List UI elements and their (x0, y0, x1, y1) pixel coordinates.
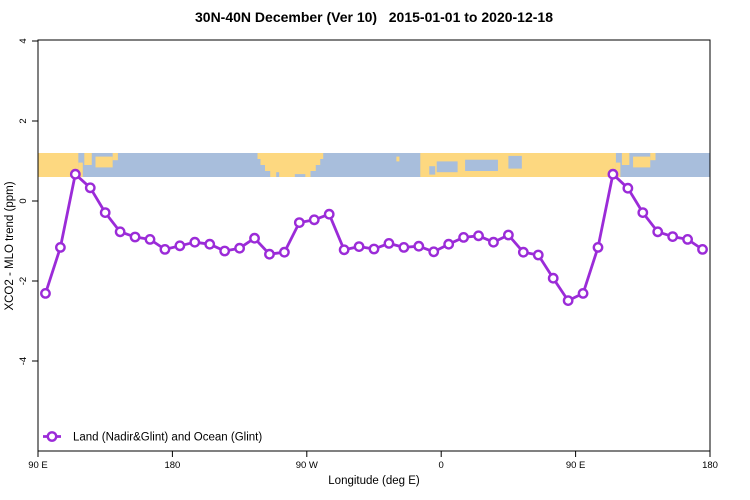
data-point-marker (40, 287, 51, 299)
x-tick-label: 90 W (296, 460, 318, 471)
data-point-marker (174, 240, 186, 252)
band-land-patch (257, 153, 324, 159)
data-point-marker (368, 243, 380, 255)
data-point-marker (204, 238, 216, 250)
band-land-patch (78, 162, 83, 177)
band-land-patch (621, 153, 630, 165)
data-point-marker (69, 168, 81, 180)
data-point-marker (532, 249, 544, 261)
data-point-marker (488, 236, 499, 248)
band-land-patch (396, 156, 400, 162)
band-land-patch (264, 165, 316, 171)
data-point-marker (547, 272, 559, 284)
series-line (44, 172, 704, 303)
legend: Land (Nadir&Glint) and Ocean (Glint) (43, 431, 262, 444)
band-land-patch (633, 156, 651, 168)
plot-border (37, 39, 711, 452)
band-water-patch (465, 159, 498, 171)
y-tick-label: -2 (18, 277, 29, 285)
map-band (38, 153, 710, 177)
data-point-marker (682, 233, 693, 245)
data-point-marker (264, 248, 275, 260)
x-tick-label: 90 E (28, 460, 48, 471)
y-tick-label: 2 (18, 118, 29, 123)
band-water-patch (276, 172, 280, 177)
band-land-patch (84, 153, 92, 165)
band-water-patch (508, 155, 522, 169)
data-point-marker (398, 241, 410, 253)
data-point-marker (84, 182, 96, 194)
data-point-marker (502, 229, 514, 241)
data-point-marker (308, 214, 320, 226)
data-point-marker (114, 226, 126, 238)
data-point-marker (428, 246, 440, 258)
band-land-patch (650, 153, 656, 161)
x-tick-label: 90 E (566, 460, 586, 471)
data-point-marker (697, 243, 708, 255)
band-water-patch (436, 161, 458, 173)
y-tick-label: -4 (18, 357, 29, 365)
data-point-marker (622, 182, 634, 194)
band-land-patch (112, 153, 118, 161)
data-point-marker (55, 241, 66, 253)
data-point-marker (189, 236, 201, 248)
y-axis-label: XCO2 - MLO trend (ppm) (4, 181, 16, 310)
data-point-marker (562, 295, 574, 306)
data-point-marker (338, 244, 350, 256)
y-tick-label: 4 (18, 38, 29, 43)
data-point-marker (458, 231, 469, 243)
band-land-patch (260, 159, 321, 165)
data-point-marker (517, 246, 529, 258)
data-point-marker (353, 241, 365, 253)
data-point-marker (323, 208, 335, 220)
data-point-marker (99, 207, 111, 219)
band-water-patch (294, 174, 306, 177)
data-point-marker (129, 231, 141, 243)
data-point-marker (278, 246, 290, 258)
chart-title: 30N-40N December (Ver 10) 2015-01-01 to … (195, 9, 553, 25)
x-tick-label: 180 (164, 460, 180, 471)
x-tick-label: 180 (702, 460, 718, 471)
data-point-marker (219, 245, 231, 257)
band-land-patch (270, 171, 311, 177)
data-point-marker (159, 243, 171, 255)
data-point-marker (667, 231, 679, 243)
data-point-marker (249, 232, 260, 244)
legend-marker (46, 431, 58, 442)
data-point-marker (637, 207, 649, 219)
x-tick-label: 0 (439, 460, 444, 471)
data-point-marker (413, 240, 425, 252)
band-land-patch (615, 162, 621, 177)
data-point-marker (607, 168, 619, 180)
data-point-marker (577, 287, 589, 299)
data-point-marker (383, 237, 395, 249)
data-point-marker (144, 233, 156, 245)
legend-label: Land (Nadir&Glint) and Ocean (Glint) (73, 432, 262, 444)
y-tick-label: 0 (18, 198, 29, 203)
data-point-marker (293, 217, 305, 229)
band-water-patch (429, 166, 436, 175)
data-point-marker (473, 230, 484, 242)
x-axis-label: Longitude (deg E) (328, 475, 420, 487)
data-point-marker (234, 242, 246, 254)
band-land-patch (95, 156, 113, 168)
axes: 90 E 180 90 W 0 90 E 180 4 2 0 -2 -4 (18, 38, 718, 471)
data-point-marker (652, 226, 664, 238)
series (40, 168, 708, 306)
data-point-marker (443, 238, 455, 250)
data-point-marker (592, 241, 604, 253)
